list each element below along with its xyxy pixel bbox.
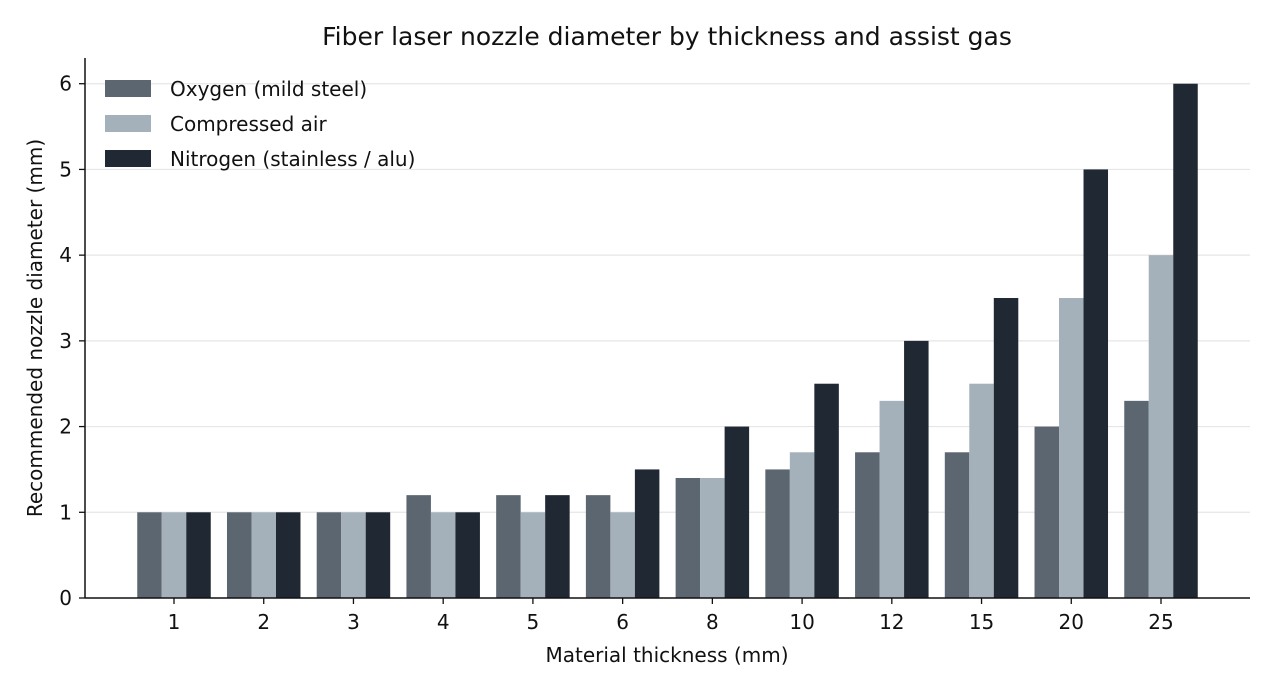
bar-oxygen-25 bbox=[1124, 400, 1149, 598]
x-tick-label: 2 bbox=[257, 610, 270, 634]
bar-compressed-air-20 bbox=[1059, 298, 1084, 598]
bar-nitrogen-1 bbox=[186, 512, 211, 598]
bar-nitrogen-8 bbox=[724, 426, 750, 598]
legend-label: Compressed air bbox=[170, 112, 327, 136]
x-tick-label: 1 bbox=[168, 610, 181, 634]
bar-oxygen-3 bbox=[316, 512, 342, 598]
x-tick-label: 25 bbox=[1148, 610, 1173, 634]
x-tick-label: 5 bbox=[527, 610, 540, 634]
bar-nitrogen-2 bbox=[275, 512, 301, 598]
y-tick-label: 3 bbox=[59, 329, 72, 353]
bar-oxygen-2 bbox=[226, 512, 252, 598]
bar-compressed-air-15 bbox=[969, 383, 994, 598]
y-tick-label: 0 bbox=[59, 586, 72, 610]
bar-nitrogen-12 bbox=[904, 340, 929, 598]
legend: Oxygen (mild steel) Compressed air Nitroge… bbox=[105, 77, 415, 171]
bar-oxygen-5 bbox=[496, 495, 521, 598]
bar-oxygen-6 bbox=[585, 495, 611, 598]
bar-oxygen-10 bbox=[765, 469, 790, 598]
bar-oxygen-15 bbox=[944, 452, 970, 598]
bar-oxygen-1 bbox=[137, 512, 162, 598]
x-tick-label: 6 bbox=[616, 610, 629, 634]
y-tick-label: 2 bbox=[59, 415, 72, 439]
bar-oxygen-20 bbox=[1034, 426, 1060, 598]
y-tick-label: 4 bbox=[59, 243, 72, 267]
bar-nitrogen-4 bbox=[455, 512, 480, 598]
bar-compressed-air-4 bbox=[430, 512, 456, 598]
legend-label: Oxygen (mild steel) bbox=[170, 77, 367, 101]
bar-compressed-air-25 bbox=[1148, 255, 1174, 598]
bar-nitrogen-5 bbox=[545, 495, 570, 598]
x-tick-label: 15 bbox=[969, 610, 994, 634]
bar-oxygen-8 bbox=[675, 478, 701, 598]
bar-oxygen-12 bbox=[855, 452, 880, 598]
bar-compressed-air-8 bbox=[700, 478, 725, 598]
bar-nitrogen-25 bbox=[1173, 83, 1198, 598]
bar-compressed-air-12 bbox=[879, 400, 905, 598]
bar-compressed-air-1 bbox=[161, 512, 187, 598]
bar-nitrogen-6 bbox=[634, 469, 660, 598]
legend-label: Nitrogen (stainless / alu) bbox=[170, 147, 415, 171]
y-tick-label: 6 bbox=[59, 72, 72, 96]
bars bbox=[137, 83, 1198, 598]
bar-nitrogen-3 bbox=[365, 512, 391, 598]
axes bbox=[84, 58, 1250, 599]
bar-compressed-air-6 bbox=[610, 512, 635, 598]
x-tick-label: 10 bbox=[789, 610, 814, 634]
x-axis-label: Material thickness (mm) bbox=[545, 643, 788, 667]
bar-compressed-air-5 bbox=[520, 512, 546, 598]
bar-compressed-air-2 bbox=[251, 512, 276, 598]
legend-swatch bbox=[105, 150, 151, 167]
y-axis-label: Recommended nozzle diameter (mm) bbox=[23, 139, 47, 517]
x-tick-label: 20 bbox=[1059, 610, 1084, 634]
bar-nitrogen-15 bbox=[993, 298, 1019, 598]
bar-nitrogen-10 bbox=[814, 383, 839, 598]
y-tick-label: 5 bbox=[59, 157, 72, 181]
bar-compressed-air-10 bbox=[789, 452, 815, 598]
bar-oxygen-4 bbox=[406, 495, 431, 598]
bar-nitrogen-20 bbox=[1083, 169, 1109, 598]
bar-compressed-air-3 bbox=[341, 512, 366, 598]
y-tick-label: 1 bbox=[59, 500, 72, 524]
legend-swatch bbox=[105, 80, 151, 97]
x-tick-label: 12 bbox=[879, 610, 904, 634]
x-tick-label: 3 bbox=[347, 610, 360, 634]
legend-swatch bbox=[105, 115, 151, 132]
chart-title: Fiber laser nozzle diameter by thickness… bbox=[322, 22, 1012, 51]
x-tick-label: 4 bbox=[437, 610, 450, 634]
x-tick-label: 8 bbox=[706, 610, 719, 634]
